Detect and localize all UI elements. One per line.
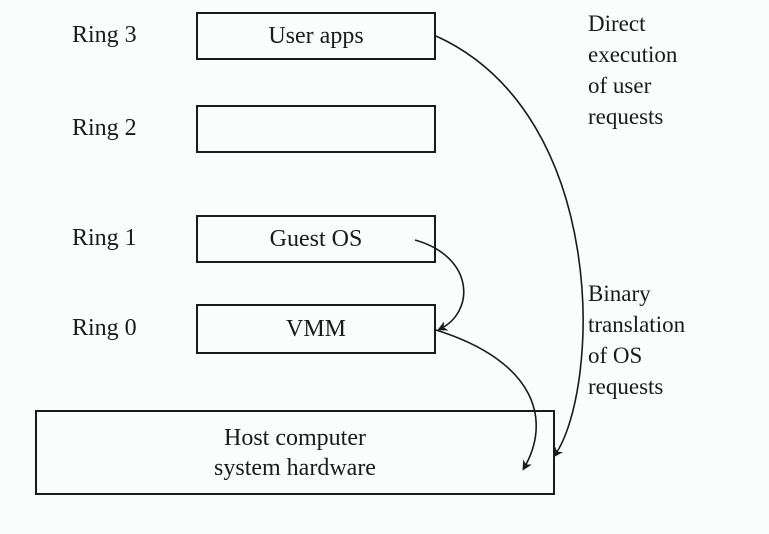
guest-os-text: Guest OS [270,226,363,253]
annotation-line: translation [588,309,685,340]
hardware-box: Host computer system hardware [35,410,555,495]
ring2-empty-box [196,105,436,153]
user-apps-text: User apps [268,23,363,50]
annotation-line: requests [588,101,677,132]
annotation-line: Direct [588,8,677,39]
hardware-text-line1: Host computer [224,423,366,453]
annotation-line: requests [588,371,685,402]
ring3-label: Ring 3 [72,22,137,49]
virtualization-ring-diagram: Ring 3 Ring 2 Ring 1 Ring 0 User apps Gu… [0,0,769,534]
hardware-text-line2: system hardware [214,453,376,483]
arrow-user-to-hardware [436,36,583,455]
user-apps-box: User apps [196,12,436,60]
annotation-line: execution [588,39,677,70]
annotation-line: Binary [588,278,685,309]
binary-translation-annotation: Binary translation of OS requests [588,278,685,402]
annotation-line: of user [588,70,677,101]
direct-execution-annotation: Direct execution of user requests [588,8,677,132]
guest-os-box: Guest OS [196,215,436,263]
vmm-box: VMM [196,304,436,354]
annotation-line: of OS [588,340,685,371]
vmm-text: VMM [286,316,346,343]
ring0-label: Ring 0 [72,315,137,342]
ring2-label: Ring 2 [72,115,137,142]
ring1-label: Ring 1 [72,225,137,252]
